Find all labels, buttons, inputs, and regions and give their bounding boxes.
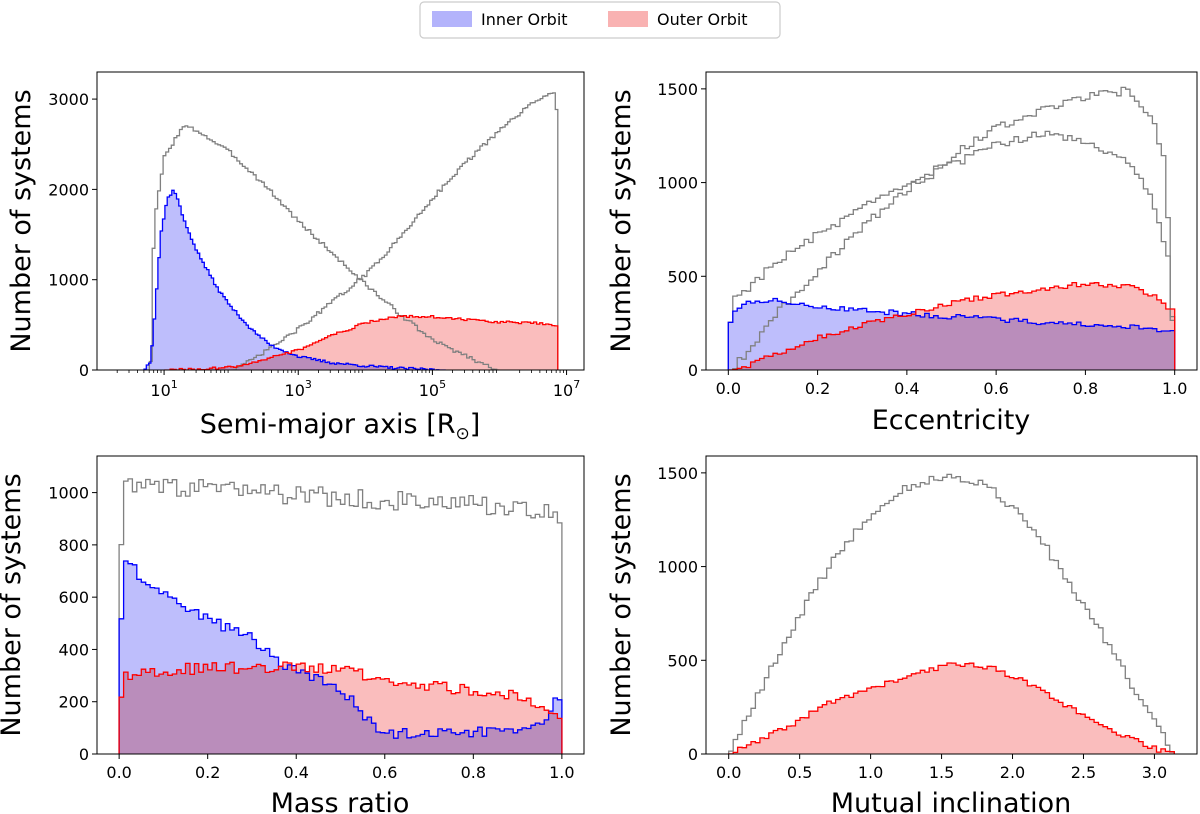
x-tick-label: 1.0 bbox=[858, 763, 883, 782]
y-tick-label: 2000 bbox=[48, 180, 89, 199]
x-tick-label: 0.4 bbox=[894, 379, 919, 398]
histogram-step-inner-orbit bbox=[118, 560, 563, 754]
x-tick-label: 103 bbox=[285, 378, 312, 400]
x-tick-label: 101 bbox=[150, 378, 177, 400]
histogram-step-prior bbox=[728, 473, 1175, 754]
y-tick-label: 800 bbox=[58, 536, 89, 555]
mutual-inclination-panel: 0 500 1000 1500 0.0 0.5 1.0 1.5 2.0 2.5 3.0 Number… bbox=[606, 455, 1198, 814]
legend-label-outer: Outer Orbit bbox=[657, 10, 748, 29]
legend-box bbox=[419, 1, 781, 39]
x-tick-label: 0.5 bbox=[787, 763, 812, 782]
x-tick-label: 3.0 bbox=[1142, 763, 1167, 782]
histogram-step-outer-orbit bbox=[728, 662, 1175, 754]
x-tick-label: 0.4 bbox=[284, 763, 309, 782]
x-tick-label: 0.0 bbox=[716, 379, 741, 398]
x-axis-title: Mutual inclination bbox=[831, 788, 1072, 814]
x-tick-label: 0.0 bbox=[106, 763, 131, 782]
y-axis-title: Number of systems bbox=[0, 473, 27, 736]
x-axis-title: Eccentricity bbox=[872, 405, 1031, 436]
histogram-step-outer-orbit bbox=[164, 314, 559, 370]
x-tick-label: 1.0 bbox=[549, 763, 574, 782]
legend: Inner Orbit Outer Orbit bbox=[419, 1, 781, 39]
x-tick-label: 0.8 bbox=[1073, 379, 1098, 398]
y-axis-title: Number of systems bbox=[606, 89, 637, 352]
y-tick-label: 500 bbox=[667, 651, 698, 670]
histogram-fill-outer-orbit bbox=[728, 663, 1175, 754]
y-axis-title: Number of systems bbox=[606, 473, 637, 736]
plot-frame bbox=[96, 455, 585, 755]
histogram-fill-outer-orbit bbox=[728, 282, 1175, 370]
x-tick-label: 0.6 bbox=[983, 379, 1008, 398]
x-tick-label: 2.0 bbox=[1000, 763, 1025, 782]
histogram-step-prior bbox=[118, 478, 563, 754]
y-tick-label: 1000 bbox=[657, 174, 698, 193]
x-tick-label: 1.0 bbox=[1162, 379, 1187, 398]
plot-frame bbox=[96, 71, 585, 371]
x-tick-label: 0.0 bbox=[716, 763, 741, 782]
x-tick-label: 2.5 bbox=[1071, 763, 1096, 782]
histogram-step-inner-orbit bbox=[143, 189, 446, 370]
histogram-fill-outer-orbit bbox=[164, 315, 558, 370]
mass-ratio-panel: 0 200 400 600 800 1000 0.0 0.2 0.4 0.6 0.8 1.0 Numb… bbox=[0, 455, 585, 814]
x-tick-label: 0.8 bbox=[461, 763, 486, 782]
y-tick-label: 1500 bbox=[657, 80, 698, 99]
y-tick-label: 600 bbox=[58, 588, 89, 607]
histogram-step-inner-orbit bbox=[727, 297, 1176, 370]
legend-swatch-inner bbox=[432, 11, 472, 27]
x-axis-title: Mass ratio bbox=[271, 788, 410, 814]
y-tick-label: 0 bbox=[688, 361, 698, 380]
legend-swatch-outer bbox=[608, 11, 648, 27]
y-tick-label: 1500 bbox=[657, 464, 698, 483]
y-tick-label: 500 bbox=[667, 267, 698, 286]
plot-frame bbox=[705, 455, 1198, 755]
y-tick-label: 1000 bbox=[48, 484, 89, 503]
y-axis-title: Number of systems bbox=[6, 89, 37, 352]
histogram-step-outer-orbit bbox=[728, 281, 1176, 370]
histogram-fill-outer-orbit bbox=[119, 662, 562, 754]
histogram-step-outer-prior bbox=[231, 92, 559, 370]
x-tick-label: 107 bbox=[553, 378, 580, 400]
y-tick-label: 1000 bbox=[657, 558, 698, 577]
histogram-fill-inner-orbit bbox=[144, 190, 446, 370]
plot-frame bbox=[705, 71, 1198, 371]
legend-label-inner: Inner Orbit bbox=[481, 10, 568, 29]
histogram-step-inner-prior bbox=[144, 125, 500, 370]
y-tick-label: 400 bbox=[58, 640, 89, 659]
x-tick-label: 0.2 bbox=[805, 379, 830, 398]
semi-major-axis-panel: 0 1000 2000 3000 101 103 105 107 Number of syst… bbox=[6, 71, 585, 444]
x-axis-title: Semi-major axis [R⊙] bbox=[200, 409, 481, 444]
x-tick-label: 105 bbox=[419, 378, 446, 400]
x-tick-label: 1.5 bbox=[929, 763, 954, 782]
x-tick-label: 0.2 bbox=[195, 763, 220, 782]
y-tick-label: 0 bbox=[688, 745, 698, 764]
x-tick-label: 0.6 bbox=[372, 763, 397, 782]
histogram-step-outer-orbit bbox=[118, 661, 563, 754]
y-tick-label: 3000 bbox=[48, 90, 89, 109]
y-tick-label: 0 bbox=[79, 361, 89, 380]
eccentricity-panel: 0 500 1000 1500 0.0 0.2 0.4 0.6 0.8 1.0 Number of… bbox=[606, 71, 1198, 436]
y-tick-label: 0 bbox=[79, 745, 89, 764]
histogram-step-prior-b bbox=[728, 86, 1176, 370]
y-tick-label: 200 bbox=[58, 693, 89, 712]
y-tick-label: 1000 bbox=[48, 271, 89, 290]
